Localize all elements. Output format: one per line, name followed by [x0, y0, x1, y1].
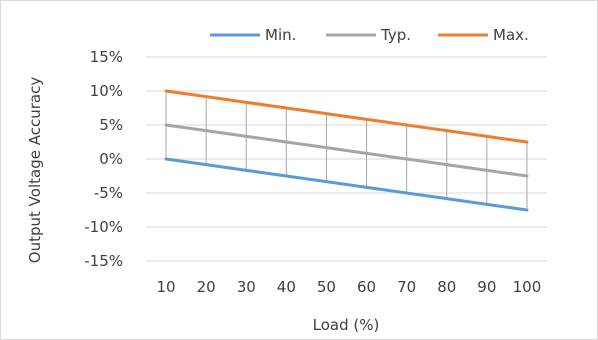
legend-label: Min.: [265, 26, 296, 44]
x-tick-label: 60: [357, 278, 376, 296]
x-tick-label: 10: [157, 278, 176, 296]
y-tick-label: 10%: [90, 82, 123, 100]
x-tick-label: 50: [317, 278, 336, 296]
y-tick-labels: 15% 10% 5% 0% -5% -10% -15%: [84, 48, 123, 270]
series-lines: [164, 89, 529, 212]
y-axis-title: Output Voltage Accuracy: [26, 77, 44, 264]
series-line-typ: [164, 123, 529, 178]
legend-label: Max.: [493, 26, 529, 44]
x-tick-label: 40: [277, 278, 296, 296]
legend: Min. Typ. Max.: [210, 26, 529, 44]
x-tick-labels: 10 20 30 40 50 60 70 80 90 100: [157, 278, 542, 296]
series-line-min: [164, 157, 529, 212]
x-tick-label: 80: [437, 278, 456, 296]
legend-label: Typ.: [380, 26, 411, 44]
series-line-max: [164, 89, 529, 144]
x-axis-title: Load (%): [313, 316, 380, 334]
x-tick-label: 90: [477, 278, 496, 296]
gridlines: [146, 56, 547, 262]
y-tick-label: 0%: [99, 150, 123, 168]
x-tick-label: 20: [197, 278, 216, 296]
y-tick-label: -5%: [94, 184, 123, 202]
x-tick-label: 100: [513, 278, 542, 296]
x-tick-label: 70: [397, 278, 416, 296]
y-tick-label: 5%: [99, 116, 123, 134]
y-tick-label: -10%: [84, 218, 123, 236]
y-tick-label: -15%: [84, 252, 123, 270]
y-tick-label: 15%: [90, 48, 123, 66]
x-tick-label: 30: [237, 278, 256, 296]
